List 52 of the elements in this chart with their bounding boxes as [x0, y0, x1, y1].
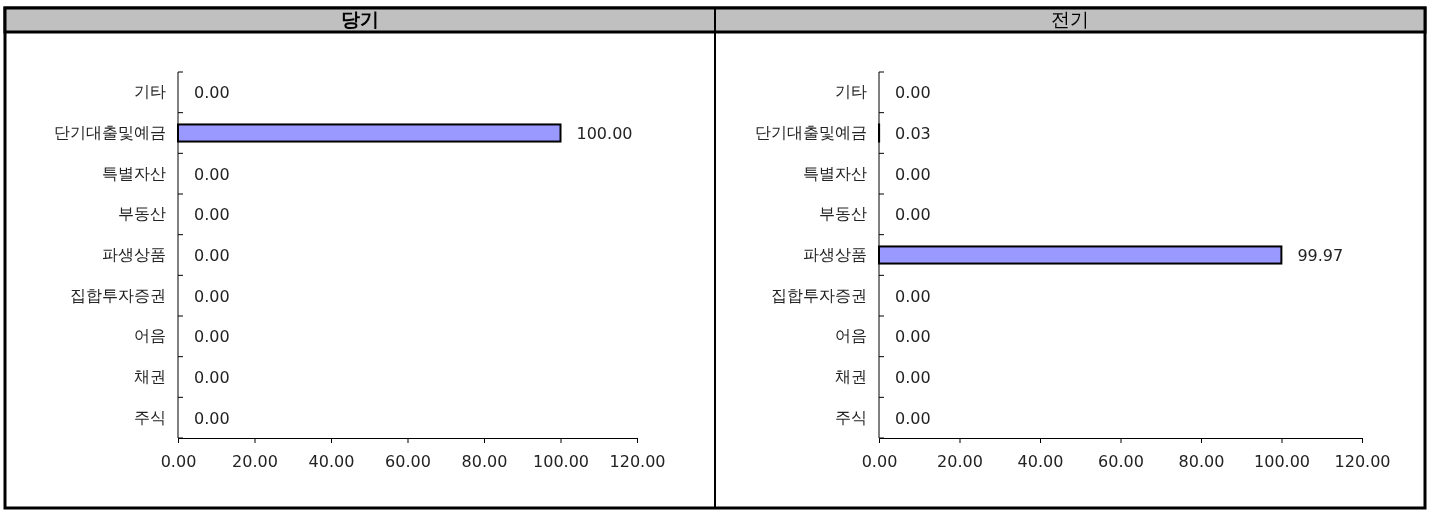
y-tick-label: 파생상품 [102, 245, 166, 265]
data-label: 0.00 [895, 327, 931, 347]
data-label: 0.00 [895, 368, 931, 387]
y-tick-label: 집합투자증권 [70, 285, 166, 305]
data-label: 0.00 [194, 286, 230, 306]
data-label: 0.00 [895, 164, 931, 184]
y-tick-label: 어음 [134, 326, 166, 346]
data-label: 0.00 [895, 205, 931, 225]
y-tick-label: 주식 [835, 407, 867, 427]
x-tick-label: 120.00 [1334, 451, 1391, 471]
chart-title: 당기 [341, 8, 379, 30]
x-tick-label: 120.00 [609, 451, 666, 471]
y-tick-label: 부동산 [819, 204, 867, 224]
y-tick-label: 단기대출및예금 [54, 123, 166, 143]
data-label: 100.00 [576, 124, 633, 143]
y-tick-label: 주식 [134, 407, 166, 427]
data-label: 0.00 [895, 286, 931, 306]
data-label: 0.03 [895, 124, 931, 143]
y-tick-label: 기타 [134, 82, 166, 102]
x-tick-label: 60.00 [1098, 451, 1144, 471]
y-tick-label: 부동산 [118, 204, 166, 224]
y-tick-label: 채권 [134, 367, 166, 387]
x-tick-label: 20.00 [232, 451, 278, 471]
y-tick-label: 단기대출및예금 [755, 123, 867, 143]
data-label: 0.00 [895, 408, 931, 428]
data-label: 0.00 [194, 205, 230, 225]
x-tick-label: 80.00 [1178, 451, 1225, 471]
x-tick-label: 100.00 [1254, 451, 1310, 471]
data-label: 99.97 [1297, 246, 1344, 265]
y-tick-label: 채권 [835, 367, 867, 387]
data-label: 0.00 [194, 327, 230, 347]
y-tick-label: 파생상품 [803, 245, 867, 265]
data-label: 0.00 [194, 83, 230, 103]
y-tick-label: 어음 [835, 326, 867, 346]
x-tick-label: 40.00 [308, 451, 355, 471]
x-tick-label: 80.00 [461, 451, 508, 471]
y-tick-label: 특별자산 [803, 163, 867, 183]
x-tick-label: 20.00 [937, 451, 983, 471]
data-label: 0.00 [194, 408, 230, 428]
x-tick-label: 60.00 [385, 451, 431, 471]
x-tick-label: 100.00 [533, 451, 589, 471]
data-label: 0.00 [194, 368, 230, 387]
y-tick-label: 특별자산 [102, 163, 166, 183]
y-tick-label: 집합투자증권 [771, 285, 867, 305]
x-tick-label: 0.00 [861, 451, 898, 471]
data-label: 0.00 [895, 83, 931, 103]
x-tick-label: 0.00 [160, 451, 197, 471]
y-tick-label: 기타 [835, 82, 867, 102]
chart-title: 전기 [1051, 8, 1089, 30]
x-tick-label: 40.00 [1017, 451, 1064, 471]
data-label: 0.00 [194, 164, 230, 184]
data-label: 0.00 [194, 246, 230, 265]
